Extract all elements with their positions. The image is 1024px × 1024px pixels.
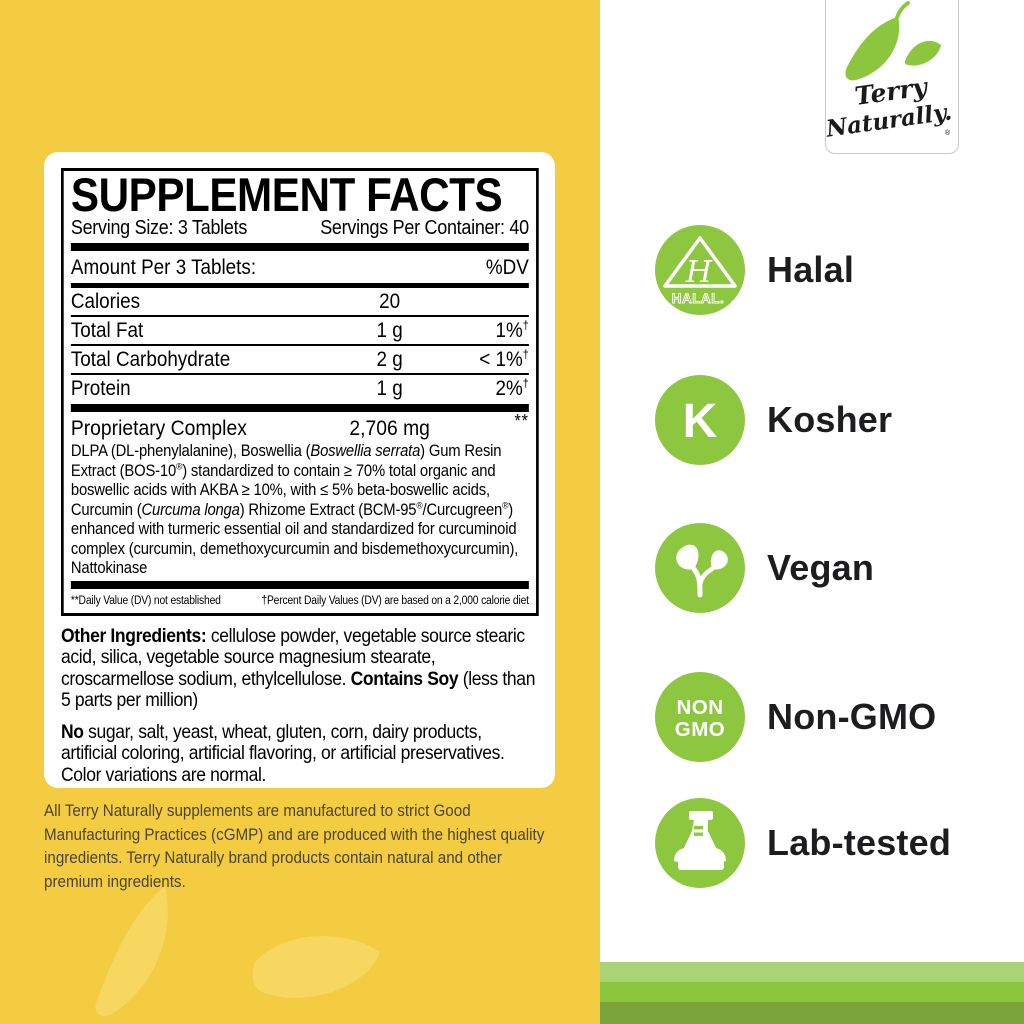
other-ingredients-text: Other Ingredients: cellulose powder, veg… — [61, 624, 536, 712]
proprietary-description: DLPA (DL-phenylalanine), Boswellia (Bosw… — [70, 442, 519, 577]
badge-lab-tested: Lab-tested — [655, 798, 951, 888]
divider-bar — [70, 243, 529, 251]
nutrient-row: Protein 1 g 2%† — [70, 373, 529, 402]
nutrient-rows: Calories 20 Total Fat 1 g 1%† Total Carbohydr… — [70, 288, 529, 402]
supplement-facts-card: SUPPLEMENT FACTS Serving Size: 3 Tablets… — [44, 152, 555, 788]
footnote-dv: **Daily Value (DV) not established — [70, 594, 221, 607]
nutrient-row: Total Fat 1 g 1%† — [70, 315, 529, 344]
brand-leaves-icon: Terry Naturally. ® — [823, 1, 953, 143]
non-gmo-line1: NON — [676, 696, 723, 719]
serving-size: Serving Size: 3 Tablets — [70, 217, 248, 239]
badge-kosher: K Kosher — [655, 375, 892, 465]
brand-logo: Terry Naturally. ® — [823, 0, 959, 154]
halal-reg-mark: ® — [731, 299, 736, 307]
badge-vegan-label: Vegan — [767, 547, 875, 588]
footnote-row: **Daily Value (DV) not established †Perc… — [71, 591, 529, 609]
kosher-k-icon: K — [655, 375, 745, 465]
dv-header-label: %DV — [485, 256, 529, 279]
divider-bar — [70, 283, 529, 288]
non-gmo-icon: NON GMO — [655, 672, 745, 762]
badge-halal: H HALAL. ® Halal — [655, 225, 854, 315]
footnote-percent: †Percent Daily Values (DV) are based on … — [261, 594, 529, 607]
stripe-mid-green — [600, 982, 1024, 1002]
badge-halal-label: Halal — [767, 249, 855, 290]
vegan-sprout-icon — [655, 523, 745, 613]
badge-lab-tested-label: Lab-tested — [767, 822, 952, 863]
badge-kosher-label: Kosher — [767, 399, 893, 440]
stripe-light-green — [600, 962, 1024, 982]
supplement-facts-title: SUPPLEMENT FACTS — [70, 168, 503, 221]
halal-seal-icon: H HALAL. ® — [655, 225, 745, 315]
supplement-facts-table: SUPPLEMENT FACTS Serving Size: 3 Tablets… — [61, 168, 539, 616]
badge-non-gmo: NON GMO Non-GMO — [655, 672, 936, 762]
divider-bar — [70, 404, 529, 412]
nutrient-row: Total Carbohydrate 2 g < 1%† — [70, 344, 529, 373]
cgmp-note: All Terry Naturally supplements are manu… — [44, 802, 545, 891]
halal-h-letter: H — [685, 255, 713, 290]
stripe-dark-green — [600, 1002, 1024, 1024]
divider-bar — [70, 580, 529, 589]
badge-non-gmo-label: Non-GMO — [767, 696, 937, 737]
free-of-statement: No sugar, salt, yeast, wheat, gluten, co… — [61, 720, 505, 787]
badge-vegan: Vegan — [655, 523, 874, 613]
lab-flask-icon — [655, 798, 745, 888]
proprietary-complex-row: Proprietary Complex 2,706 mg ** — [70, 411, 529, 442]
proprietary-name: Proprietary Complex — [70, 415, 247, 440]
nutrient-row: Calories 20 — [70, 289, 401, 313]
servings-per-container: Servings Per Container: 40 — [320, 217, 529, 239]
amount-per-serving-label: Amount Per 3 Tablets: — [70, 256, 257, 279]
leaf-watermark-icon — [95, 886, 380, 1017]
kosher-k-letter: K — [683, 395, 718, 448]
non-gmo-line2: GMO — [675, 718, 725, 741]
proprietary-amount: 2,706 mg — [349, 415, 430, 440]
amount-header-row: Amount Per 3 Tablets: %DV — [71, 253, 529, 283]
halal-word: HALAL. — [672, 291, 725, 306]
white-panel: Terry Naturally. ® H HALAL. ® Halal K Ko… — [600, 0, 1024, 1024]
registered-mark: ® — [945, 129, 951, 137]
proprietary-dv: ** — [514, 411, 529, 431]
serving-info-row: Serving Size: 3 Tablets Servings Per Con… — [71, 215, 529, 241]
yellow-panel: SUPPLEMENT FACTS Serving Size: 3 Tablets… — [0, 0, 600, 1024]
